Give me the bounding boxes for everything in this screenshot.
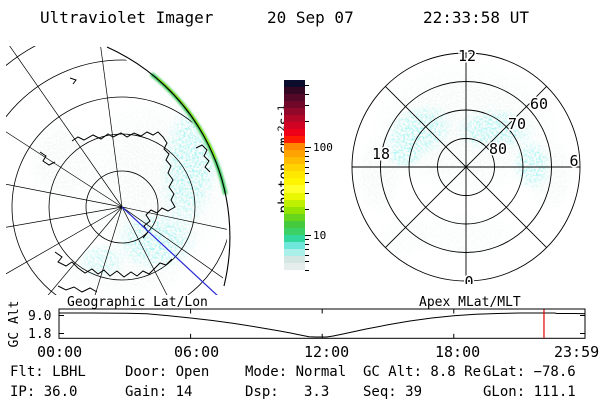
status-ip: IP: 36.0 (10, 384, 78, 400)
mlt-label-12: 12 (458, 50, 476, 65)
mlt-label-6: 6 (569, 152, 578, 170)
strip-ylabel: GC Alt (7, 300, 22, 348)
xtick-1800: 18:00 (435, 343, 481, 361)
earth-disk (6, 46, 227, 295)
colorbar (284, 80, 305, 270)
mlat-label-80: 80 (489, 140, 507, 158)
header-time: 22:33:58 UT (423, 8, 529, 27)
orbit-track-line (121, 206, 220, 295)
mlt-spokes (352, 53, 580, 281)
strip-ytick-top: 9.0 (28, 309, 52, 324)
right-plot-title: Apex MLat/MLT (419, 295, 521, 310)
mlt-label-0: 0 (464, 273, 473, 284)
xtick-2359: 23:59 (554, 343, 600, 361)
geographic-polar-plot (6, 46, 233, 295)
colorbar-tick-label-10: 10 (313, 229, 327, 242)
colorbar-label: photon cm-2s-1 (276, 104, 293, 213)
colorbar-tick-label-100: 100 (313, 141, 333, 154)
header-date: 20 Sep 07 (267, 8, 354, 27)
mlat-label-70: 70 (508, 115, 526, 133)
mlat-label-60: 60 (530, 95, 548, 113)
status-door: Door: Open (125, 364, 210, 380)
status-gcalt: GC Alt: 8.8 Re (363, 364, 482, 380)
limb-edge (106, 46, 231, 287)
xtick-0000: 00:00 (37, 343, 83, 361)
status-gain: Gain: 14 (125, 384, 193, 400)
status-dsp: Dsp: 3.3 (245, 384, 330, 400)
xtick-0600: 06:00 (174, 343, 220, 361)
left-plot-title: Geographic Lat/Lon (67, 295, 208, 310)
status-seq: Seq: 39 (363, 384, 423, 400)
status-mode: Mode: Normal (245, 364, 347, 380)
status-glon: GLon: 111.1 (483, 384, 576, 400)
mlt-label-18: 18 (372, 145, 390, 163)
status-glat: GLat: −78.6 (483, 364, 576, 380)
strip-ytick-bottom: 1.8 (28, 327, 52, 342)
status-flt: Flt: LBHL (10, 364, 86, 380)
gc-alt-curve (59, 312, 585, 338)
colorbar-ticks (284, 80, 324, 271)
app-title: Ultraviolet Imager (40, 8, 214, 27)
gc-alt-strip-chart (58, 308, 586, 339)
apex-mlt-dial-plot: 12 18 6 0 80 70 60 (351, 50, 581, 284)
xtick-1200: 12:00 (304, 343, 350, 361)
